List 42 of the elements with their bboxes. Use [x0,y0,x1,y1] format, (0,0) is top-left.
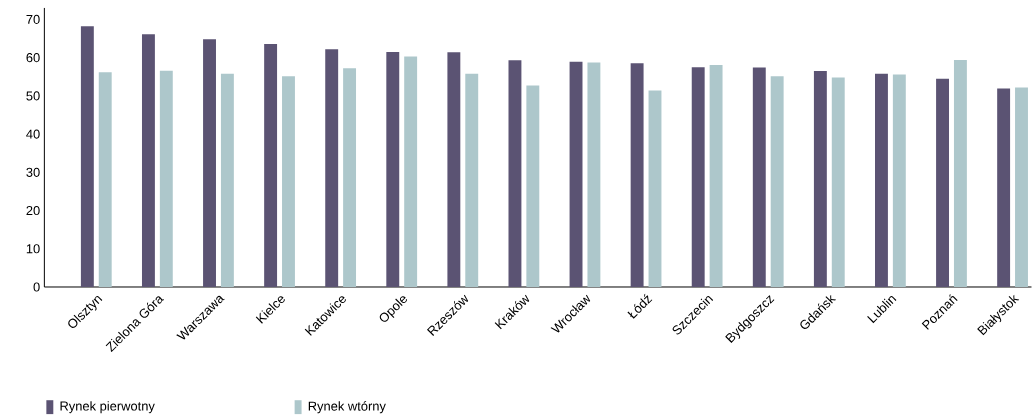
bar [813,70,827,287]
legend-label: Rynek wtórny [308,401,386,414]
bar [220,73,234,287]
y-tick-label: 70 [26,14,40,24]
bar [630,63,644,287]
bar [587,62,601,287]
y-tick-label: 10 [26,244,40,254]
bar [508,60,522,287]
bar [936,78,949,287]
bar [325,49,339,287]
bar [691,67,705,287]
bar [141,34,155,287]
bar [386,51,400,287]
y-tick-label: 0 [33,282,40,292]
bar [98,72,112,287]
bar [709,64,723,287]
y-tick-label: 30 [26,167,40,177]
bar [465,73,479,287]
bar [1015,87,1028,287]
legend-label: Rynek pierwotny [60,401,155,414]
bar [203,39,216,287]
bar [159,70,173,287]
bar [648,90,662,287]
bar [447,52,461,287]
y-tick-label: 50 [26,91,40,101]
y-tick-label: 20 [26,205,40,216]
bar [264,43,278,287]
bar [953,59,967,287]
bar [404,56,418,287]
bar [282,76,295,287]
bar [80,26,94,287]
bar [892,74,906,287]
bar [526,85,540,287]
bar [831,77,845,287]
bar [997,88,1011,287]
bar [752,67,766,287]
y-tick-label: 60 [26,53,40,63]
bar [569,61,583,287]
bar [770,76,784,287]
y-tick-label: 40 [26,129,40,139]
bar [343,68,357,287]
bar [875,73,888,287]
